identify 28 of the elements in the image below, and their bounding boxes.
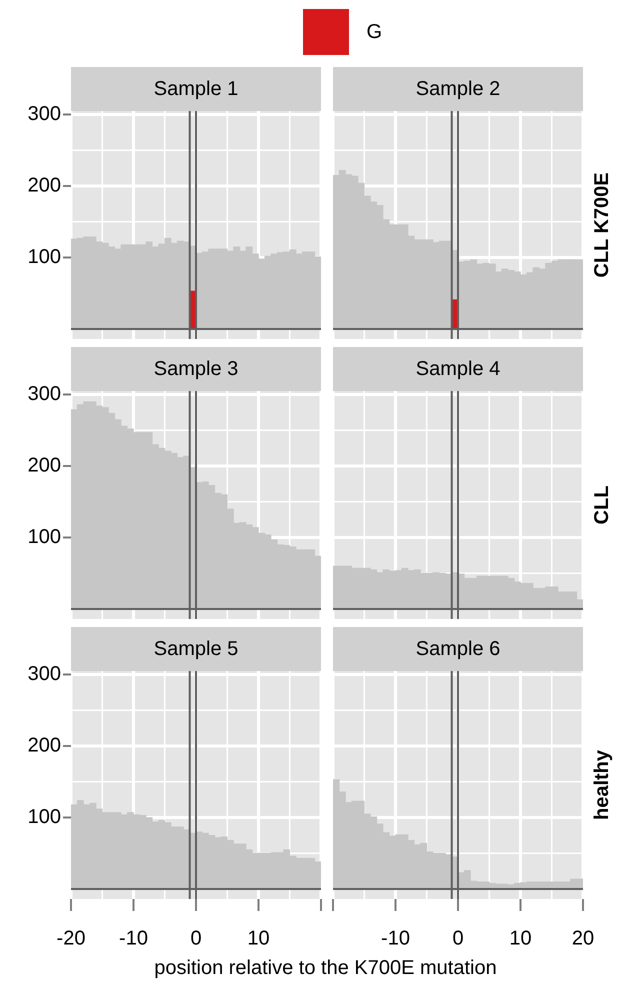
x-tick-label: 0 bbox=[190, 928, 202, 950]
x-tick-label: 10 bbox=[509, 928, 532, 950]
chart-title: Sample 6 bbox=[333, 627, 583, 671]
legend-label: G bbox=[366, 20, 382, 44]
chart-title: Sample 5 bbox=[71, 627, 321, 671]
y2-axis-title: healthy bbox=[591, 750, 614, 820]
x-tick-label: 20 bbox=[572, 928, 594, 950]
y-tick-label: 200 bbox=[28, 734, 61, 757]
x-tick-label: 10 bbox=[247, 928, 270, 950]
y2-axis-title: CLL bbox=[591, 486, 614, 524]
y-tick-label: 200 bbox=[28, 174, 61, 197]
chart-title: Sample 1 bbox=[71, 67, 321, 111]
x-tick-label: -20 bbox=[56, 928, 86, 950]
y-tick-label: 200 bbox=[28, 454, 61, 477]
chart-title: Sample 2 bbox=[333, 67, 583, 111]
x-tick-label: 0 bbox=[452, 928, 464, 950]
y-tick-label: 100 bbox=[28, 806, 61, 828]
y2-axis-title: CLL K700E bbox=[591, 172, 614, 278]
y-tick-label: 300 bbox=[28, 383, 61, 406]
chart-title: Sample 3 bbox=[71, 347, 321, 391]
y-tick-label: 300 bbox=[28, 663, 61, 686]
chart-title: Sample 4 bbox=[333, 347, 583, 391]
y-tick-label: 100 bbox=[28, 246, 61, 268]
x-tick-label: -10 bbox=[381, 928, 410, 950]
y-tick-label: 100 bbox=[28, 526, 61, 548]
x-tick-label: -10 bbox=[119, 928, 148, 950]
x-axis-title: position relative to the K700E mutation bbox=[153, 957, 498, 980]
y-tick-label: 300 bbox=[28, 103, 61, 126]
